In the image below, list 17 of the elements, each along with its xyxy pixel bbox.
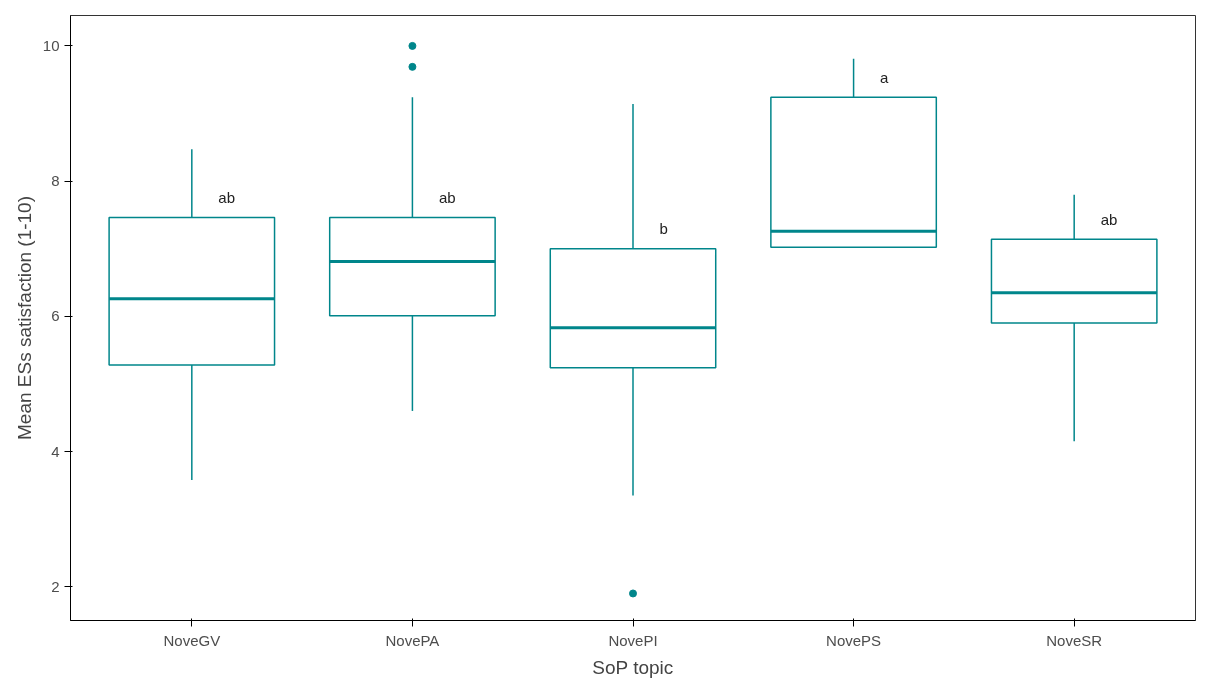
y-tick-label: 6 [51, 307, 60, 325]
y-tick-label: 10 [42, 36, 60, 54]
x-tick-label: NoveGV [163, 631, 221, 649]
y-tick-label: 2 [51, 577, 60, 595]
x-tick-label: NoveSR [1046, 631, 1103, 649]
x-axis-title: SoP topic [592, 656, 674, 678]
annotation: ab [438, 188, 456, 206]
annotation: b [659, 219, 668, 237]
annotation: a [880, 68, 890, 86]
annotation: ab [1100, 211, 1118, 229]
y-axis-title: Mean ESs satisfaction (1-10) [13, 196, 35, 440]
y-tick-label: 4 [51, 442, 60, 460]
y-tick-label: 8 [51, 172, 60, 190]
x-tick-label: NovePI [608, 631, 658, 649]
annotation: ab [218, 188, 235, 206]
x-tick-label: NovePA [385, 631, 440, 649]
x-tick-label: NovePS [826, 631, 882, 649]
